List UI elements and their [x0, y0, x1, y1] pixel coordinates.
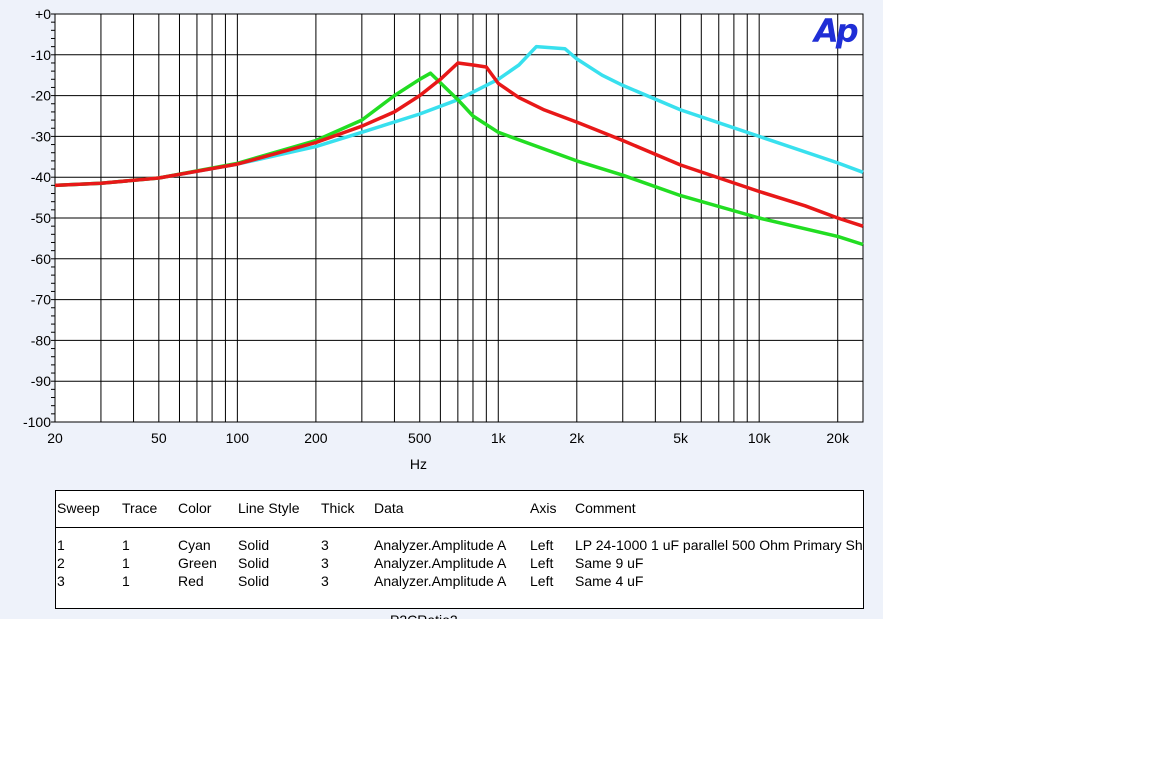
x-tick-label: 5k	[673, 430, 689, 446]
row2-color: Green	[178, 555, 217, 571]
y-tick-label: -60	[31, 251, 51, 267]
row3-trace: 1	[122, 573, 130, 589]
header-trace: Trace	[122, 500, 158, 516]
y-tick-label: -90	[31, 373, 51, 389]
row3-comment: Same 4 uF	[575, 573, 644, 589]
x-axis-label: Hz	[410, 456, 427, 472]
row3-color: Red	[178, 573, 204, 589]
audio-precision-logo: Ap	[814, 12, 859, 50]
row2-axis: Left	[530, 555, 554, 571]
y-tick-label: -70	[31, 292, 51, 308]
row1-color: Cyan	[178, 537, 211, 553]
header-axis: Axis	[530, 500, 557, 516]
row3-thick: 3	[321, 573, 329, 589]
y-tick-label: -50	[31, 210, 51, 226]
y-tick-label: -40	[31, 169, 51, 185]
x-tick-label: 20	[47, 430, 63, 446]
row2-comment: Same 9 uF	[575, 555, 644, 571]
header-color: Color	[178, 500, 212, 516]
x-tick-label: 20k	[826, 430, 850, 446]
header-sweep: Sweep	[57, 500, 100, 516]
row2-thick: 3	[321, 555, 329, 571]
row3-line-style: Solid	[238, 573, 270, 589]
row3-axis: Left	[530, 573, 554, 589]
series-line-3	[54, 61, 864, 228]
x-tick-label: 1k	[491, 430, 507, 446]
row1-thick: 3	[321, 537, 329, 553]
trace-legend-table: Sweep Trace Color Line Style Thick Data …	[55, 490, 864, 609]
x-tick-label: 10k	[748, 430, 772, 446]
row1-trace: 1	[122, 537, 130, 553]
y-tick-label: -30	[31, 128, 51, 144]
row3-data: Analyzer.Amplitude A	[374, 573, 507, 589]
row2-sweep: 2	[57, 555, 65, 571]
y-tick-label: -80	[31, 332, 51, 348]
footer-caption: P2CRatio2	[390, 613, 470, 619]
header-comment: Comment	[575, 500, 636, 516]
y-tick-label: -100	[23, 414, 51, 430]
y-tick-label: -20	[31, 88, 51, 104]
row1-axis: Left	[530, 537, 554, 553]
row3-sweep: 3	[57, 573, 65, 589]
table-header-divider	[56, 527, 863, 528]
header-thick: Thick	[321, 500, 355, 516]
y-tick-label: -10	[31, 47, 51, 63]
x-tick-label: 200	[304, 430, 328, 446]
header-data: Data	[374, 500, 404, 516]
row2-trace: 1	[122, 555, 130, 571]
x-tick-label: 2k	[569, 430, 585, 446]
plot-border	[54, 13, 864, 423]
x-tick-label: 100	[226, 430, 250, 446]
row1-line-style: Solid	[238, 537, 270, 553]
row2-data: Analyzer.Amplitude A	[374, 555, 507, 571]
x-tick-label: 500	[408, 430, 432, 446]
row1-comment: LP 24-1000 1 uF parallel 500 Ohm Primary…	[575, 537, 863, 553]
row1-data: Analyzer.Amplitude A	[374, 537, 507, 553]
y-tick-label: +0	[35, 6, 51, 22]
row2-line-style: Solid	[238, 555, 270, 571]
x-tick-label: 50	[151, 430, 167, 446]
header-line-style: Line Style	[238, 500, 300, 516]
row1-sweep: 1	[57, 537, 65, 553]
